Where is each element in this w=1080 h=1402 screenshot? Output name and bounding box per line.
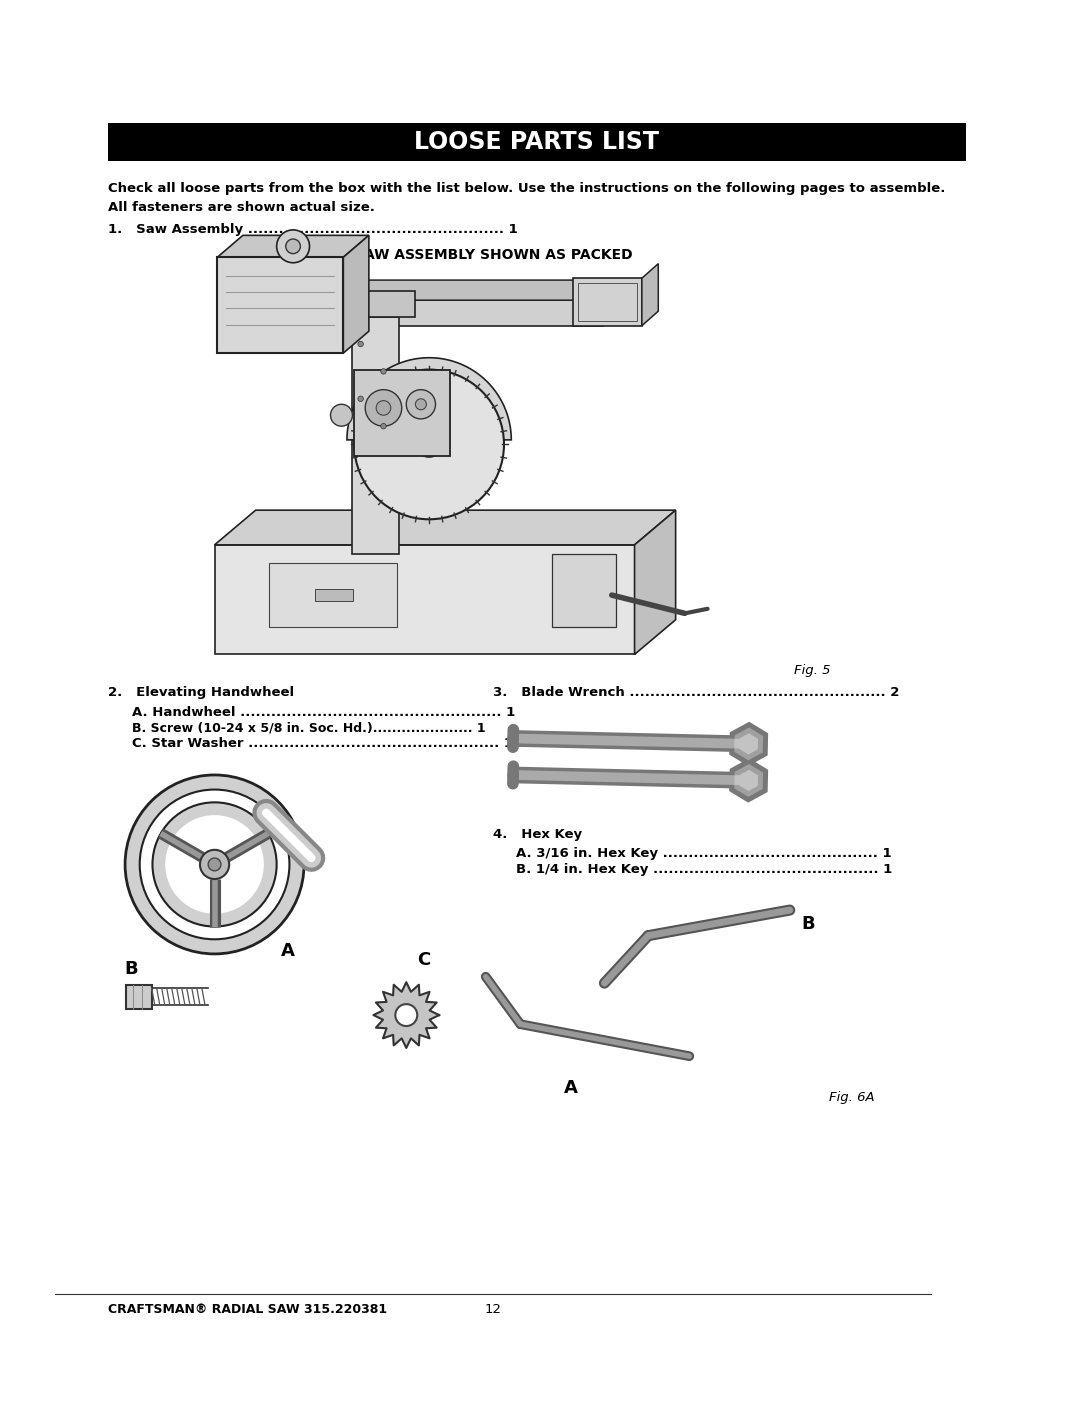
Bar: [578, 283, 637, 321]
Circle shape: [152, 802, 276, 927]
Circle shape: [381, 369, 387, 374]
Circle shape: [416, 432, 442, 457]
Text: Check all loose parts from the box with the list below. Use the instructions on : Check all loose parts from the box with …: [108, 182, 945, 195]
Polygon shape: [217, 236, 369, 258]
Polygon shape: [635, 510, 676, 655]
Circle shape: [381, 423, 387, 429]
Circle shape: [125, 775, 305, 953]
Bar: [269, 564, 397, 627]
Bar: [335, 292, 416, 317]
Text: 4.   Hex Key: 4. Hex Key: [494, 829, 582, 841]
Polygon shape: [603, 280, 623, 325]
Bar: [354, 370, 450, 456]
Text: A: A: [281, 942, 295, 960]
Text: A: A: [564, 1080, 578, 1096]
Polygon shape: [734, 728, 764, 760]
Text: 12: 12: [485, 1302, 501, 1315]
Circle shape: [276, 230, 310, 262]
Text: 3.   Blade Wrench .................................................. 2: 3. Blade Wrench ........................…: [494, 687, 900, 700]
Circle shape: [357, 341, 363, 346]
Text: LOOSE PARTS LIST: LOOSE PARTS LIST: [415, 130, 660, 154]
Bar: [315, 589, 353, 601]
Text: C: C: [417, 952, 431, 969]
Polygon shape: [734, 764, 764, 796]
Bar: [217, 258, 343, 353]
Text: A. 3/16 in. Hex Key .......................................... 1: A. 3/16 in. Hex Key ....................…: [516, 847, 891, 859]
Text: 1.   Saw Assembly .................................................. 1: 1. Saw Assembly ........................…: [108, 223, 517, 237]
Polygon shape: [734, 728, 764, 760]
Bar: [126, 986, 151, 1008]
Polygon shape: [343, 236, 369, 353]
Text: 2.   Elevating Handwheel: 2. Elevating Handwheel: [108, 687, 294, 700]
Text: B. Screw (10-24 x 5/8 in. Soc. Hd.)..................... 1: B. Screw (10-24 x 5/8 in. Soc. Hd.).....…: [133, 721, 486, 735]
Text: Fig. 6A: Fig. 6A: [829, 1091, 875, 1103]
Circle shape: [365, 390, 402, 426]
Circle shape: [357, 395, 363, 401]
Text: B: B: [124, 959, 138, 977]
Circle shape: [139, 789, 289, 939]
Circle shape: [354, 370, 504, 519]
Text: A. Handwheel ................................................... 1: A. Handwheel ...........................…: [133, 705, 515, 719]
Bar: [573, 278, 642, 325]
Text: C. Star Washer ................................................. 1: C. Star Washer .........................…: [133, 736, 513, 750]
Circle shape: [416, 398, 427, 409]
Text: All fasteners are shown actual size.: All fasteners are shown actual size.: [108, 200, 375, 213]
Polygon shape: [347, 358, 511, 440]
Circle shape: [200, 850, 229, 879]
Circle shape: [286, 238, 300, 254]
Text: CRAFTSMAN® RADIAL SAW 315.220381: CRAFTSMAN® RADIAL SAW 315.220381: [108, 1302, 387, 1315]
Circle shape: [330, 404, 352, 426]
Circle shape: [376, 401, 391, 415]
Circle shape: [208, 858, 221, 871]
Circle shape: [406, 390, 435, 419]
Polygon shape: [336, 280, 623, 300]
Bar: [108, 123, 966, 161]
Text: SAW ASSEMBLY SHOWN AS PACKED: SAW ASSEMBLY SHOWN AS PACKED: [354, 248, 633, 262]
Polygon shape: [215, 545, 635, 655]
Bar: [351, 317, 399, 554]
Polygon shape: [215, 510, 676, 545]
Polygon shape: [374, 983, 440, 1047]
Bar: [552, 554, 617, 627]
Circle shape: [165, 815, 264, 914]
Text: Fig. 5: Fig. 5: [795, 663, 831, 677]
Text: B: B: [801, 914, 815, 932]
Polygon shape: [642, 264, 659, 325]
Bar: [336, 300, 603, 325]
Polygon shape: [734, 764, 764, 796]
Circle shape: [395, 1004, 417, 1026]
Text: B. 1/4 in. Hex Key ............................................ 1: B. 1/4 in. Hex Key .....................…: [516, 862, 892, 876]
